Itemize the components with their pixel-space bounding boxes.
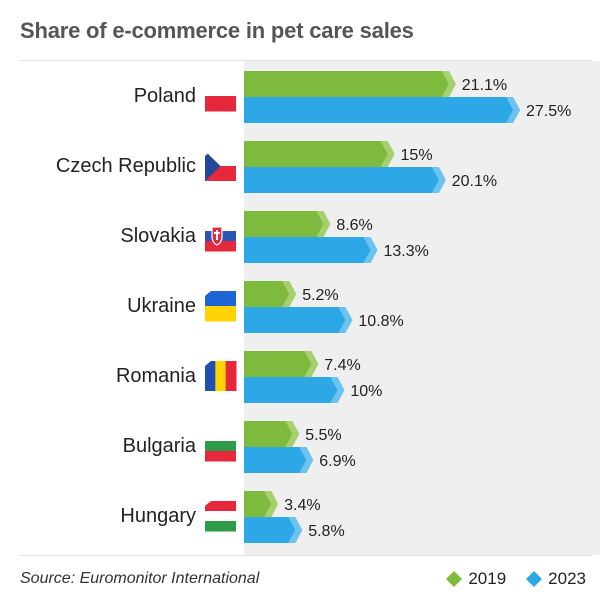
bar-2023: [244, 167, 446, 193]
legend-swatch-2023: [526, 571, 543, 587]
data-label: 5.5%: [305, 427, 341, 444]
data-label: 8.6%: [336, 217, 372, 234]
top-divider: [20, 60, 592, 61]
legend-item-2023: 2023: [526, 569, 586, 589]
data-label: 7.4%: [324, 357, 360, 374]
ukraine-flag-icon: [205, 291, 236, 322]
hungary-flag-icon: [205, 501, 236, 532]
data-label: 3.4%: [284, 497, 320, 514]
bar-tip-2023: [363, 237, 378, 263]
bar-2019: [244, 281, 297, 307]
category-label: Hungary: [120, 505, 196, 527]
bar-tip-2019: [285, 421, 300, 447]
bar-tip-2023: [299, 447, 314, 473]
bar-tip-2019: [441, 71, 456, 97]
bar-tip-2019: [304, 351, 319, 377]
data-label: 20.1%: [452, 173, 497, 190]
data-label: 10.8%: [358, 313, 403, 330]
data-label: 27.5%: [526, 103, 571, 120]
bar-2019: [244, 211, 331, 237]
bar-2023: [244, 307, 353, 333]
bar-2023: [244, 517, 303, 543]
legend: 2019 2023: [432, 569, 586, 589]
category-label: Poland: [134, 85, 196, 107]
bar-tip-2023: [338, 307, 353, 333]
bar-2019: [244, 351, 319, 377]
bar-2023: [244, 237, 378, 263]
bar-2019: [244, 71, 456, 97]
slovakia-flag-icon: [205, 221, 236, 252]
romania-flag-icon: [205, 361, 237, 391]
bottom-divider: [20, 555, 592, 556]
data-label: 21.1%: [462, 77, 507, 94]
data-label: 15%: [401, 147, 433, 164]
bar-2019: [244, 141, 395, 167]
bar-tip-2023: [431, 167, 446, 193]
data-label: 5.2%: [302, 287, 338, 304]
category-label: Czech Republic: [56, 155, 196, 177]
data-label: 5.8%: [308, 523, 344, 540]
bulgaria-flag-icon: [205, 431, 236, 462]
legend-label-2023: 2023: [548, 569, 586, 588]
legend-item-2019: 2019: [446, 569, 506, 589]
legend-label-2019: 2019: [468, 569, 507, 588]
data-label: 10%: [350, 383, 382, 400]
category-label: Romania: [116, 365, 197, 387]
bar-tip-2019: [316, 211, 331, 237]
category-label: Ukraine: [127, 295, 196, 317]
data-label: 6.9%: [319, 453, 355, 470]
poland-flag-icon: [205, 81, 236, 112]
chart-title: Share of e-commerce in pet care sales: [20, 18, 414, 43]
bar-tip-2023: [506, 97, 520, 123]
bar-2023: [244, 447, 314, 473]
category-label: Bulgaria: [123, 435, 197, 457]
bar-tip-2019: [282, 281, 297, 307]
source-note: Source: Euromonitor International: [20, 570, 260, 587]
bar-tip-2019: [380, 141, 395, 167]
bar-2019: [244, 421, 300, 447]
bar-2023: [244, 97, 520, 123]
bar-tip-2019: [264, 491, 279, 517]
category-label: Slovakia: [120, 225, 196, 247]
legend-swatch-2019: [446, 571, 463, 587]
bar-tip-2023: [288, 517, 303, 543]
bar-tip-2023: [330, 377, 345, 403]
data-label: 13.3%: [383, 243, 428, 260]
bar-2023: [244, 377, 345, 403]
czech-flag-icon: [205, 151, 236, 181]
